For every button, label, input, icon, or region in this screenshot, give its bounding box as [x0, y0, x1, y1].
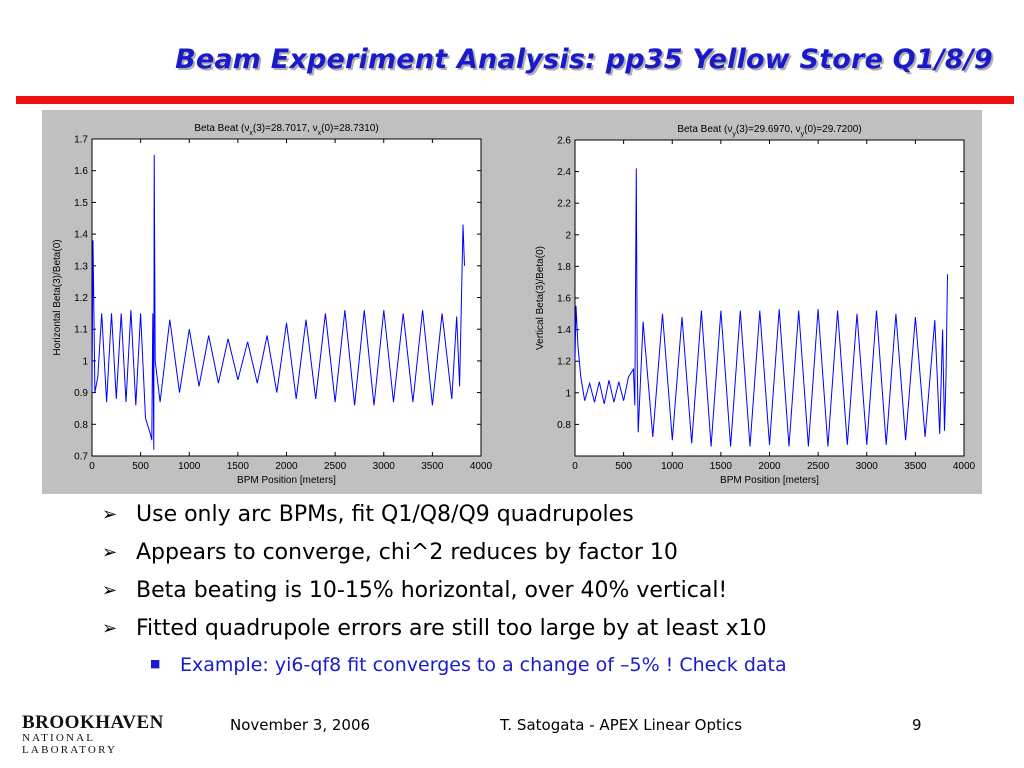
arrow-bullet-icon: ➢ — [102, 618, 118, 639]
y-tick-label: 0.7 — [74, 452, 88, 463]
y-tick-label: 1.4 — [557, 325, 571, 336]
slide-title: Beam Experiment Analysis: pp35 Yellow St… — [0, 44, 1024, 75]
x-tick-label: 1000 — [661, 461, 684, 472]
arrow-bullet-icon: ➢ — [102, 580, 118, 601]
y-tick-label: 1 — [565, 388, 571, 399]
footer-date: November 3, 2006 — [230, 716, 371, 734]
x-tick-label: 3500 — [904, 461, 927, 472]
x-tick-label: 4000 — [953, 461, 976, 472]
x-tick-label: 2500 — [324, 461, 347, 472]
y-tick-label: 0.9 — [74, 388, 88, 399]
x-tick-label: 3500 — [421, 461, 444, 472]
plot-area — [574, 139, 965, 457]
brookhaven-logo: BROOKHAVEN NATIONAL LABORATORY — [22, 712, 192, 756]
bullet-item: ➢ Appears to converge, chi^2 reduces by … — [102, 540, 1002, 578]
y-tick-label: 2.6 — [557, 136, 571, 147]
x-tick-label: 2000 — [275, 461, 298, 472]
sub-bullet-item: ■ Example: yi6-qf8 fit converges to a ch… — [102, 654, 1002, 684]
arrow-bullet-icon: ➢ — [102, 542, 118, 563]
logo-line-1: BROOKHAVEN — [22, 712, 164, 733]
series-line — [574, 168, 948, 447]
y-tick-label: 2.4 — [557, 167, 571, 178]
chart-title: Beta Beat (νy(3)=29.6970, νy(0)=29.7200) — [677, 124, 861, 138]
y-tick-label: 1.2 — [74, 293, 88, 304]
y-tick-label: 1.6 — [557, 294, 571, 305]
y-tick-label: 1.7 — [74, 135, 88, 146]
vertical-beta-beat-plot: 0 500 1000 1500 2000 2500 3000 3500 4000 0.8 1 1.2 1… — [535, 124, 976, 486]
x-tick-label: 0 — [89, 461, 95, 472]
y-tick-label: 2 — [565, 230, 571, 241]
x-tick-label: 4000 — [470, 461, 493, 472]
chart-group: 0 500 1000 1500 2000 2500 3000 3500 4000 0.8 1 1.2 1… — [535, 124, 976, 486]
x-tick-label: 3000 — [856, 461, 879, 472]
series-line — [91, 154, 465, 450]
chart-title: Beta Beat (νx(3)=28.7017, νx(0)=28.7310) — [194, 123, 378, 137]
footer-presenter: T. Satogata - APEX Linear Optics — [500, 716, 743, 734]
figure-panel: 0 500 1000 1500 2000 2500 3000 3500 4000 0.7 0.8 0.… — [42, 110, 982, 494]
y-axis-label: Vertical Beta(3)/Beta(0) — [535, 246, 546, 350]
chart-group: 0 500 1000 1500 2000 2500 3000 3500 4000 0.7 0.8 0.… — [52, 123, 493, 486]
y-tick-label: 1 — [82, 356, 88, 367]
arrow-bullet-icon: ➢ — [102, 504, 118, 525]
y-tick-label: 1.6 — [74, 166, 88, 177]
x-tick-label: 2500 — [807, 461, 830, 472]
x-tick-label: 2000 — [758, 461, 781, 472]
x-tick-label: 500 — [615, 461, 632, 472]
bullet-item: ➢ Beta beating is 10-15% horizontal, ove… — [102, 578, 1002, 616]
y-tick-label: 1.3 — [74, 261, 88, 272]
logo-line-2: NATIONAL LABORATORY — [22, 732, 118, 756]
horizontal-beta-beat-plot: 0 500 1000 1500 2000 2500 3000 3500 4000 0.7 0.8 0.… — [52, 123, 493, 486]
y-tick-label: 1.4 — [74, 230, 88, 241]
bullet-text: Appears to converge, chi^2 reduces by fa… — [136, 540, 678, 565]
y-axis-label: Horizontal Beta(3)/Beta(0) — [52, 239, 63, 355]
bullet-text: Fitted quadrupole errors are still too l… — [136, 616, 767, 641]
plot-area — [91, 138, 482, 457]
y-tick-label: 2.2 — [557, 199, 571, 210]
page-number: 9 — [912, 716, 922, 734]
x-tick-label: 1500 — [227, 461, 250, 472]
y-tick-label: 1.5 — [74, 198, 88, 209]
x-tick-label: 1000 — [178, 461, 201, 472]
bullet-text: Use only arc BPMs, fit Q1/Q8/Q9 quadrupo… — [136, 502, 634, 527]
x-tick-label: 0 — [572, 461, 578, 472]
x-tick-label: 1500 — [710, 461, 733, 472]
sub-bullet-text: Example: yi6-qf8 fit converges to a chan… — [180, 654, 787, 676]
x-axis-label: BPM Position [meters] — [720, 475, 819, 486]
y-tick-label: 0.8 — [74, 420, 88, 431]
slide-title-text: Beam Experiment Analysis: pp35 Yellow St… — [175, 44, 993, 75]
x-tick-label: 500 — [132, 461, 149, 472]
y-tick-label: 0.8 — [557, 420, 571, 431]
square-bullet-icon: ■ — [150, 657, 161, 670]
y-tick-label: 1.2 — [557, 357, 571, 368]
bullet-text: Beta beating is 10-15% horizontal, over … — [136, 578, 728, 603]
bullet-list: ➢ Use only arc BPMs, fit Q1/Q8/Q9 quadru… — [102, 502, 1002, 684]
bullet-item: ➢ Use only arc BPMs, fit Q1/Q8/Q9 quadru… — [102, 502, 1002, 540]
bullet-item: ➢ Fitted quadrupole errors are still too… — [102, 616, 1002, 654]
y-tick-label: 1.8 — [557, 262, 571, 273]
x-axis-label: BPM Position [meters] — [237, 475, 336, 486]
title-rule — [16, 96, 1014, 104]
x-tick-label: 3000 — [373, 461, 396, 472]
y-tick-label: 1.1 — [74, 325, 88, 336]
